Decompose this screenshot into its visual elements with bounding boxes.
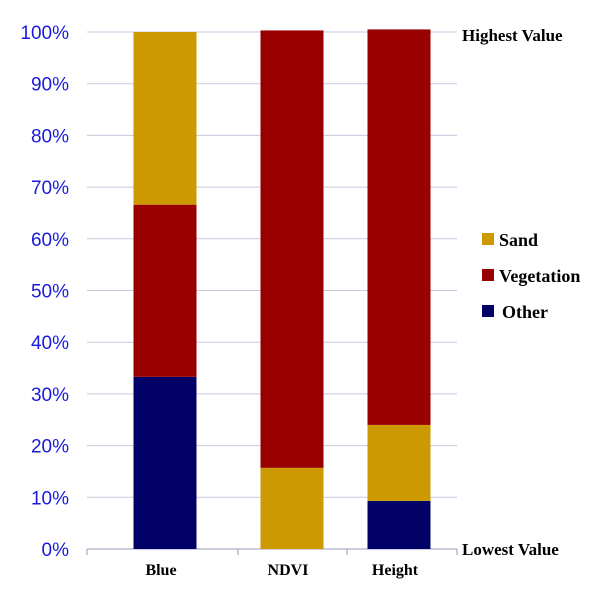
bar-segment-other	[367, 500, 431, 549]
bar-segment-sand	[133, 32, 197, 205]
y-tick-label: 50%	[31, 282, 69, 303]
legend-label-vegetation: Vegetation	[499, 266, 580, 286]
x-tick-label: Blue	[145, 562, 176, 579]
legend-swatch-sand	[482, 233, 494, 245]
bar-segment-sand	[367, 424, 431, 501]
bars	[133, 29, 431, 549]
y-tick-label: 100%	[20, 23, 69, 44]
highest-value-label: Highest Value	[462, 26, 563, 45]
y-tick-label: 90%	[31, 75, 69, 96]
y-tick-label: 80%	[31, 126, 69, 147]
y-tick-label: 0%	[42, 540, 70, 561]
y-tick-label: 20%	[31, 437, 69, 458]
bar-segment-vegetation	[367, 29, 431, 425]
y-tick-label: 40%	[31, 333, 69, 354]
legend-swatch-vegetation	[482, 269, 494, 281]
x-tick-label: NDVI	[268, 562, 309, 579]
legend-label-other: Other	[502, 302, 548, 322]
x-axis-ticks: Blue NDVI Height	[145, 562, 418, 579]
bar-segment-vegetation	[133, 204, 197, 377]
legend-swatch-other	[482, 305, 494, 317]
bar-segment-vegetation	[260, 30, 324, 468]
y-tick-label: 10%	[31, 488, 69, 509]
x-tick-label: Height	[372, 562, 419, 579]
y-tick-label: 30%	[31, 385, 69, 406]
legend: Sand Vegetation Other	[482, 230, 580, 322]
bar-segment-other	[133, 376, 197, 549]
y-tick-label: 70%	[31, 178, 69, 199]
lowest-value-label: Lowest Value	[462, 540, 559, 559]
y-axis-ticks: 0% 10% 20% 30% 40% 50% 60% 70% 80% 90% 100%	[20, 23, 69, 561]
bar-segment-sand	[260, 467, 324, 549]
y-tick-label: 60%	[31, 230, 69, 251]
legend-label-sand: Sand	[499, 230, 538, 250]
